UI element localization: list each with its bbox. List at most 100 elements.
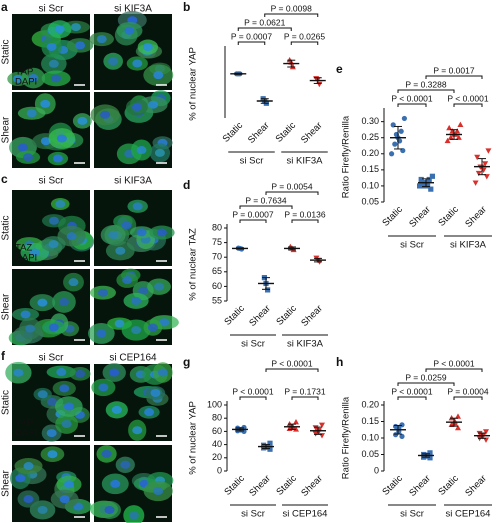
comparison-bracket — [264, 13, 319, 17]
x-tick-label: Static — [274, 303, 299, 328]
x-tick-label: Shear — [407, 204, 433, 230]
y-tick-label: 0.10 — [361, 180, 379, 190]
data-point — [485, 148, 492, 154]
nucleus — [52, 154, 63, 163]
comparison-label: P = 0.0259 — [405, 372, 446, 382]
comparison-label: P < 0.0001 — [232, 386, 273, 396]
nucleus — [37, 505, 48, 514]
comparison-bracket — [291, 396, 319, 400]
data-point — [455, 413, 461, 419]
y-axis-label: % of nuclear TAZ — [188, 228, 199, 301]
panel-letter: d — [183, 178, 190, 192]
row-label: Shear — [1, 469, 12, 496]
data-point — [474, 154, 481, 161]
nucleus — [13, 74, 24, 83]
nucleus — [132, 202, 143, 211]
nucleus — [153, 71, 164, 80]
y-tick-label: 0 — [217, 465, 222, 475]
nucleus — [98, 383, 109, 392]
data-point — [455, 424, 461, 431]
comparison-bracket — [239, 396, 267, 400]
micrograph — [89, 11, 174, 90]
nucleus — [20, 310, 31, 319]
data-point — [483, 429, 489, 435]
comparison-label: P < 0.0001 — [391, 93, 432, 103]
x-tick-label: Shear — [299, 303, 325, 329]
x-tick-label: Static — [436, 473, 461, 498]
data-point — [261, 442, 267, 448]
group-label: si KIF3A — [287, 339, 324, 350]
x-tick-label: Static — [221, 120, 246, 145]
comparison-bracket — [453, 396, 483, 400]
group-label: si Scr — [241, 339, 265, 350]
comparison-bracket — [237, 27, 292, 31]
nucleus — [48, 216, 59, 225]
nucleus — [115, 246, 126, 255]
panel-letter: c — [1, 172, 8, 186]
data-point — [389, 151, 395, 157]
column-label: si CEP164 — [109, 353, 157, 364]
comparison-bracket — [453, 103, 483, 107]
group-label: si KIF3A — [287, 156, 324, 167]
data-point — [393, 432, 399, 438]
nucleus — [131, 296, 142, 305]
data-point — [319, 422, 325, 428]
nucleus — [68, 278, 79, 287]
group-label: si Scr — [240, 156, 264, 167]
data-point — [446, 124, 453, 131]
comparison-label: P = 0.0098 — [271, 3, 312, 13]
comparison-label: P = 0.0017 — [433, 65, 474, 75]
comparison-bracket — [425, 75, 483, 79]
nucleus — [56, 134, 67, 143]
nucleus — [101, 449, 112, 458]
nucleus — [131, 103, 142, 112]
nucleus — [75, 369, 86, 378]
nucleus — [46, 429, 57, 438]
nucleus — [47, 450, 58, 459]
comparison-bracket — [290, 41, 319, 45]
comparison-label: P < 0.0001 — [447, 93, 488, 103]
nucleus — [37, 298, 48, 307]
x-tick-label: Static — [222, 473, 247, 498]
x-tick-label: Shear — [299, 473, 325, 499]
x-tick-label: Static — [436, 204, 461, 229]
nucleus — [124, 26, 135, 35]
nucleus — [96, 35, 107, 44]
comparison-label: P = 0.0007 — [232, 209, 273, 219]
y-tick-label: 80 — [212, 222, 222, 232]
data-point — [421, 451, 427, 458]
panel-letter: h — [336, 355, 343, 369]
nucleus — [114, 319, 125, 328]
data-point — [312, 425, 319, 431]
stain-label: DAPI — [15, 428, 37, 439]
x-tick-label: Shear — [299, 120, 325, 146]
x-tick-label: Shear — [463, 473, 489, 499]
comparison-label: P = 0.0621 — [244, 17, 285, 27]
micrograph — [89, 445, 174, 523]
comparison-label: P = 0.0136 — [284, 209, 325, 219]
nucleus — [154, 148, 165, 157]
nucleus — [13, 368, 24, 377]
nucleus — [121, 221, 132, 230]
data-point — [483, 174, 490, 180]
nucleus — [100, 110, 111, 119]
data-point — [444, 137, 451, 144]
y-tick-label: 0.05 — [361, 449, 379, 459]
nucleus — [132, 59, 143, 68]
nucleus — [120, 460, 131, 469]
group-label: si CEP164 — [446, 509, 491, 520]
nucleus — [61, 420, 72, 429]
data-point — [399, 422, 405, 428]
stain-label: YAP — [15, 418, 33, 429]
x-tick-label: Shear — [463, 204, 489, 230]
nucleus — [66, 232, 77, 241]
x-tick-label: Static — [274, 120, 299, 145]
nucleus — [142, 43, 153, 52]
stain-label: TAZ — [15, 243, 32, 254]
y-tick-label: 20 — [212, 452, 222, 462]
x-tick-label: Static — [222, 303, 247, 328]
comparison-bracket — [291, 219, 319, 223]
y-tick-label: 0.15 — [361, 164, 379, 174]
comparison-label: P = 0.0054 — [271, 181, 312, 191]
